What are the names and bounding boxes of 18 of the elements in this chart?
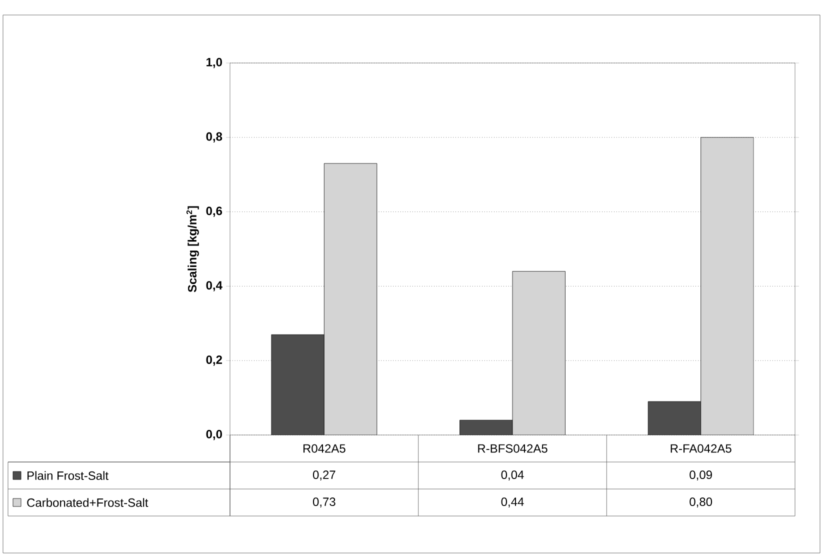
y-axis-title: Scaling [kg/m$^{2}$] — [186, 206, 199, 292]
x-tick-label: R-FA042A5 — [670, 444, 732, 453]
y-tick-label: 1,0 — [206, 58, 222, 68]
legend-label: Plain Frost-Salt — [28, 471, 108, 480]
x-tick-label: R-BFS042A5 — [478, 444, 548, 453]
y-tick-label: 0,2 — [206, 355, 222, 366]
y-tick-label: 0,6 — [206, 206, 222, 217]
y-tick-label: 0,0 — [206, 430, 222, 440]
data-label: 0,73 — [312, 498, 336, 508]
data-label: 0,27 — [312, 470, 336, 480]
data-label: 0,09 — [690, 470, 712, 480]
data-label: 0,04 — [501, 470, 524, 480]
legend-label: Carbonated+Frost-Salt — [27, 498, 148, 507]
x-tick-label: R042A5 — [303, 444, 346, 453]
data-label: 0,44 — [501, 498, 524, 508]
data-label: 0,80 — [690, 498, 712, 508]
y-tick-label: 0,4 — [206, 281, 222, 292]
y-tick-label: 0,8 — [206, 132, 222, 143]
